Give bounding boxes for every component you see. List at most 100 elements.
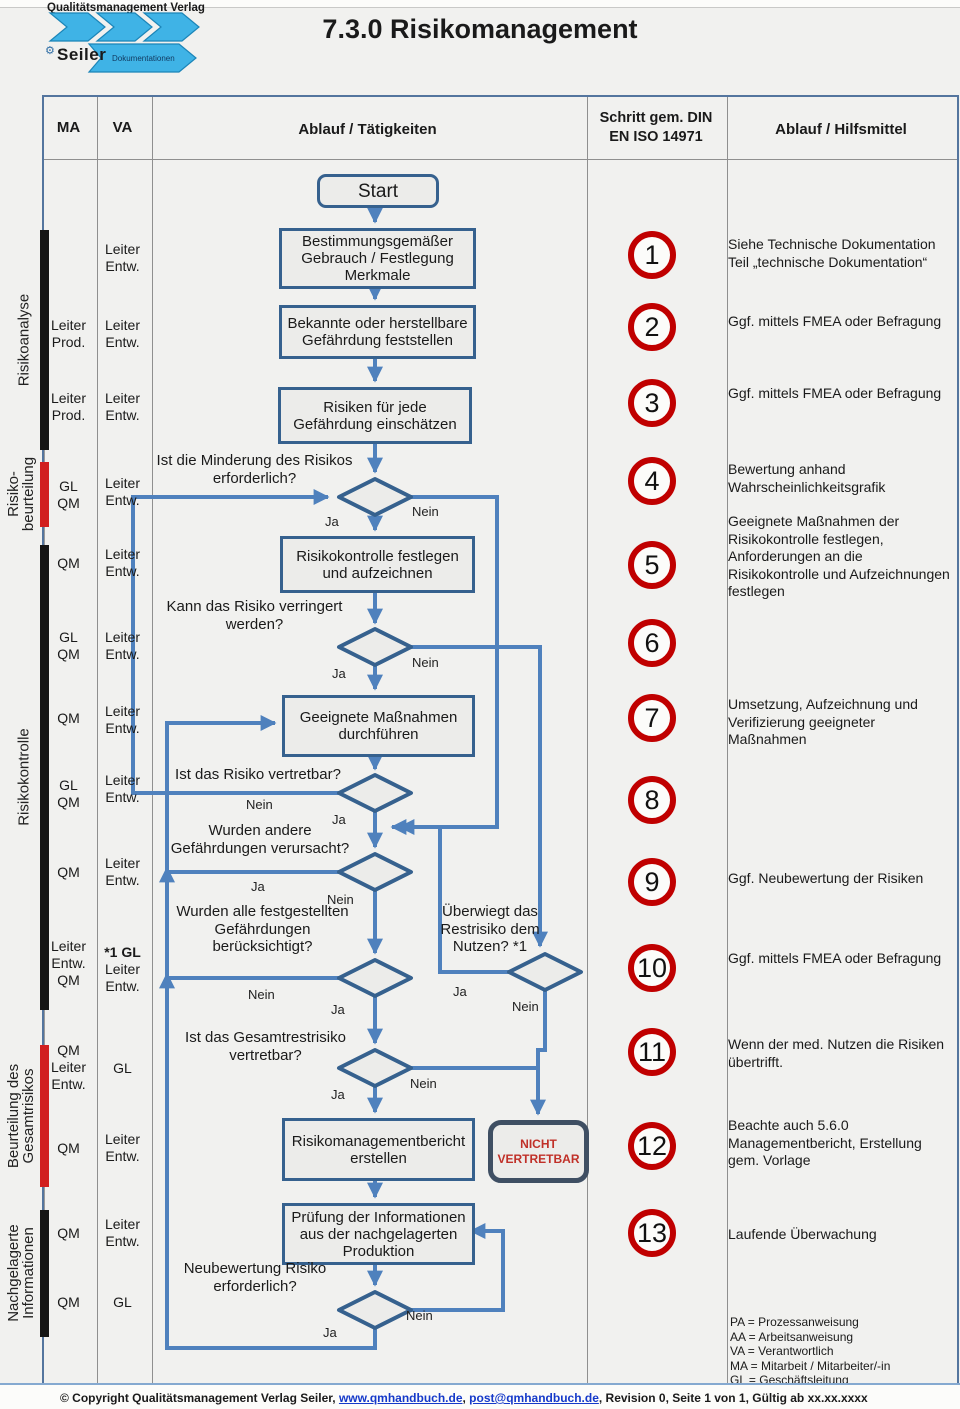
text-line: Restrisiko dem [440,920,540,938]
step-help-text: Siehe Technische Dokumentation Teil „tec… [728,236,936,270]
footer-link-website[interactable]: www.qmhandbuch.de [338,1391,463,1405]
nein-label: Nein [410,1076,437,1091]
text-line: GL [59,629,78,645]
va-cell: Leiter Entw. [96,475,149,509]
logo-brand: Seiler [57,45,107,64]
text-line: VERTRETBAR [497,1151,580,1166]
va-cell: Leiter Entw. [96,390,149,424]
nein-label: Nein [406,1308,433,1323]
ja-label: Ja [325,514,339,529]
column-header-va: VA [112,119,133,136]
ma-cell: Leiter Prod. [43,390,94,424]
legend-line: PA = Prozessanweisung [730,1315,859,1329]
text-line: QM [57,794,80,810]
step-help-text: Beachte auch 5.6.0 Managementbericht, Er… [728,1117,922,1168]
footer-link-email[interactable]: post@qmhandbuch.de [469,1391,599,1405]
text-line: Leiter [104,961,141,977]
column-header-hilfsmittel: Ablauf / Hilfsmittel [775,121,907,138]
logo-banner-text: Dokumentationen [112,54,175,63]
decision-vertretbar [337,773,413,813]
text-line: Entw. [105,334,140,350]
text-line: Leiter [104,629,141,645]
text-line: beurteilung [20,456,37,532]
text-line: Leiter [104,1216,141,1232]
flow-node-box13: Prüfung der Informationen aus der nachgel… [282,1203,475,1265]
flow-node-nicht: NICHT VERTRETBAR [488,1120,589,1183]
footer-copyright: © Copyright Qualitätsmanagement Verlag S… [60,1391,339,1405]
text-line: Leiter [50,390,87,406]
question-q9: Wurden andere Gefährdungen verursacht? [160,822,360,857]
text-line: Leiter [104,241,141,257]
text-line: Entw. [105,872,140,888]
step-number: 4 [644,465,660,496]
page-title: 7.3.0 Risikomanagement [322,14,638,44]
text-line: QM [57,1042,80,1058]
text-line: QM [57,1140,80,1156]
text-line: Start [357,180,399,202]
ma-cell: QM [43,1140,94,1157]
va-cell: Leiter Entw. [96,629,149,663]
column-header-schritt: Schritt gem. DIN EN ISO 14971 [599,110,713,145]
text-line: GL [59,777,78,793]
text-line: Leiter [104,1131,141,1147]
step-circle: 2 [628,303,676,351]
text-line: Bekannte oder herstellbare [287,315,468,332]
ja-label: Ja [332,666,346,681]
text-line: Bestimmungsgemäßer [302,233,453,250]
decision-neubewertung [337,1290,413,1330]
ma-cell: QM [43,1294,94,1311]
text-line: Leiter [104,475,141,491]
text-line: QM [57,1294,80,1310]
ma-cell: QM Leiter Entw. [43,1042,94,1093]
ma-cell: QM [43,1225,94,1242]
step-circle: 7 [628,694,676,742]
abbreviation-legend: PA = Prozessanweisung AA = Arbeitsanweisu… [730,1315,890,1388]
text-line: Entw. [105,978,140,994]
ma-cell: QM [43,555,94,572]
text-line: durchführen [338,726,419,743]
text-line: Leiter [50,317,87,333]
section-bar [40,1045,49,1187]
text-line: Risikokontrolle festlegen [296,547,459,565]
legend-line: MA = Mitarbeit / Mitarbeiter/-in [730,1358,891,1373]
section-label: Nachgelagerte Informationen [5,1224,37,1322]
text-line: Geeignete Maßnahmen [299,709,458,726]
step-help-text: Umsetzung, Aufzeichnung und Verifizierun… [728,696,918,747]
text-line: Ist das Gesamtrestrisiko [185,1029,346,1046]
text-line: berücksichtigt? [212,938,313,955]
flow-node-box5: Risikokontrolle festlegen und aufzeichnen [280,536,475,593]
flow-node-start: Start [317,174,439,208]
step-circle: 11 [628,1028,676,1076]
flow-node-box1: Bestimmungsgemäßer Gebrauch / Festlegung M… [279,228,476,289]
text-line: Risiko- [5,471,22,517]
step-number: 1 [644,239,660,270]
step-help-text: Ggf. mittels FMEA oder Befragung [728,313,942,329]
flow-node-box3: Risiken für jede Gefährdung einschätzen [278,387,472,444]
text-line: GL [113,1294,132,1310]
text-line: Entw. [105,258,140,274]
step-circle: 3 [628,379,676,427]
va-cell: Leiter Entw. [96,1131,149,1165]
text-line: Leiter [104,390,141,406]
step-circle: 8 [628,776,676,824]
flow-node-box7: Geeignete Maßnahmen durchführen [282,695,475,757]
ma-cell: QM [43,710,94,727]
text-line: Prod. [51,407,86,423]
ma-cell: GL QM [43,629,94,663]
flow-node-box2: Bekannte oder herstellbare Gefährdung fes… [279,305,476,359]
text-line: Entw. [105,492,140,508]
text-line: QM [57,646,80,662]
step-help-text: Ggf. mittels FMEA oder Befragung [728,950,942,966]
text-line: Merkmale [344,267,411,284]
column-divider [97,97,98,1383]
text-line: Entw. [105,1148,140,1164]
text-line: Risikoanalyse [15,293,33,387]
step-number: 7 [644,702,660,733]
text-line: QM [57,1225,80,1241]
text-line: erstellen [350,1149,407,1167]
text-line: QM [57,555,80,571]
footer-revision-info: , Revision 0, Seite 1 von 1, Gültig ab x… [598,1391,868,1405]
text-line: QM [57,710,80,726]
